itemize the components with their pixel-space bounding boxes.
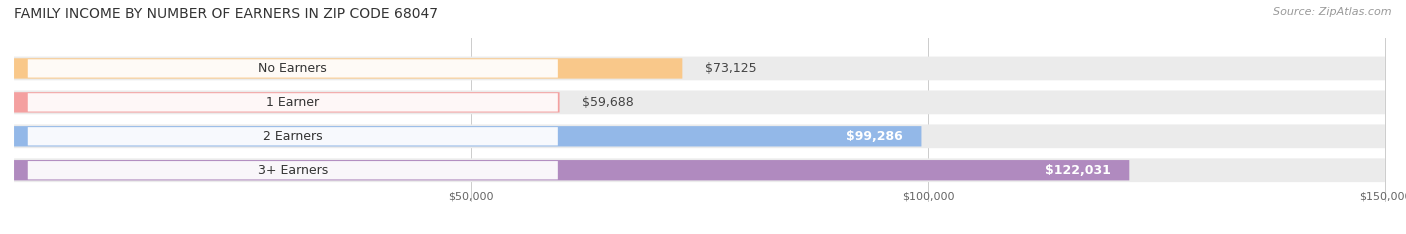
- FancyBboxPatch shape: [14, 91, 1385, 114]
- Text: 1 Earner: 1 Earner: [266, 96, 319, 109]
- Text: $73,125: $73,125: [706, 62, 756, 75]
- Text: $99,286: $99,286: [846, 130, 903, 143]
- FancyBboxPatch shape: [28, 161, 558, 179]
- FancyBboxPatch shape: [14, 92, 560, 113]
- Text: Source: ZipAtlas.com: Source: ZipAtlas.com: [1274, 7, 1392, 17]
- FancyBboxPatch shape: [14, 160, 1129, 180]
- Text: FAMILY INCOME BY NUMBER OF EARNERS IN ZIP CODE 68047: FAMILY INCOME BY NUMBER OF EARNERS IN ZI…: [14, 7, 439, 21]
- Text: $59,688: $59,688: [582, 96, 634, 109]
- FancyBboxPatch shape: [14, 158, 1385, 182]
- Text: 2 Earners: 2 Earners: [263, 130, 322, 143]
- Text: $122,031: $122,031: [1045, 164, 1111, 177]
- FancyBboxPatch shape: [14, 126, 921, 146]
- FancyBboxPatch shape: [28, 93, 558, 112]
- FancyBboxPatch shape: [14, 124, 1385, 148]
- Text: 3+ Earners: 3+ Earners: [257, 164, 328, 177]
- FancyBboxPatch shape: [14, 58, 682, 79]
- FancyBboxPatch shape: [14, 57, 1385, 80]
- FancyBboxPatch shape: [28, 59, 558, 78]
- FancyBboxPatch shape: [28, 127, 558, 146]
- Text: No Earners: No Earners: [259, 62, 328, 75]
